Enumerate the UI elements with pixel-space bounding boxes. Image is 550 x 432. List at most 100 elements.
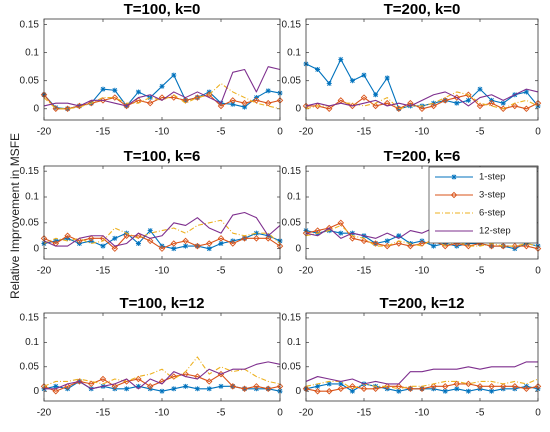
x-tick-label: -15 xyxy=(96,266,111,277)
y-tick-label: 0.15 xyxy=(20,166,40,177)
marker xyxy=(465,380,472,388)
axes-box xyxy=(43,165,281,260)
marker xyxy=(111,94,119,101)
x-tick-label: -15 xyxy=(96,127,111,138)
marker xyxy=(361,72,367,78)
legend-marker xyxy=(451,174,457,180)
y-tick-label: 0 xyxy=(295,103,301,114)
marker xyxy=(99,375,107,383)
marker xyxy=(315,383,321,389)
x-tick-label: -10 xyxy=(415,127,430,138)
marker xyxy=(112,87,118,93)
marker xyxy=(111,245,119,252)
marker xyxy=(205,378,213,385)
marker xyxy=(360,237,368,245)
marker xyxy=(418,240,426,247)
marker xyxy=(396,233,402,239)
series-line xyxy=(44,361,281,390)
marker xyxy=(360,94,368,101)
x-tick-label: -20 xyxy=(299,127,314,138)
marker xyxy=(476,102,484,110)
marker xyxy=(206,246,212,252)
marker xyxy=(52,105,60,113)
marker xyxy=(384,238,390,244)
marker xyxy=(372,385,379,393)
marker xyxy=(441,97,449,104)
x-tick-label: 0 xyxy=(277,408,283,419)
marker xyxy=(407,242,414,250)
marker xyxy=(418,105,426,113)
marker xyxy=(76,378,83,385)
series xyxy=(302,380,542,395)
series xyxy=(43,66,281,107)
marker xyxy=(511,102,519,110)
marker xyxy=(418,385,426,393)
marker xyxy=(194,94,201,101)
marker xyxy=(147,228,153,234)
marker xyxy=(264,99,272,107)
marker xyxy=(100,86,106,92)
x-tick-label: -20 xyxy=(37,266,52,277)
marker xyxy=(194,386,200,392)
marker xyxy=(64,383,71,390)
x-tick-label: -15 xyxy=(357,266,372,277)
marker xyxy=(338,230,344,236)
legend-label: 12-step xyxy=(479,226,511,237)
series xyxy=(305,88,539,107)
marker xyxy=(183,383,189,389)
marker xyxy=(499,383,507,390)
marker xyxy=(170,373,178,380)
marker xyxy=(171,72,177,78)
marker xyxy=(241,235,248,242)
marker xyxy=(265,88,271,94)
marker xyxy=(146,383,154,390)
marker xyxy=(194,242,201,250)
marker xyxy=(230,101,236,107)
marker xyxy=(360,385,368,393)
y-tick-label: 0.1 xyxy=(25,47,39,58)
marker xyxy=(146,99,154,107)
marker xyxy=(511,242,519,250)
x-tick-label: -5 xyxy=(217,266,226,277)
x-tick-label: -20 xyxy=(299,408,314,419)
marker xyxy=(523,105,530,113)
y-tick-label: 0.05 xyxy=(282,361,302,372)
marker xyxy=(325,387,333,395)
marker xyxy=(112,235,118,241)
series xyxy=(305,378,539,390)
marker xyxy=(64,105,71,113)
x-tick-label: -5 xyxy=(476,266,485,277)
marker xyxy=(217,102,225,110)
marker xyxy=(349,388,355,394)
legend-box xyxy=(428,166,538,244)
marker xyxy=(87,235,95,242)
marker xyxy=(372,102,379,110)
marker xyxy=(146,237,154,245)
x-tick-label: -15 xyxy=(357,127,372,138)
marker xyxy=(229,383,237,390)
marker xyxy=(523,89,529,95)
x-tick-label: -5 xyxy=(476,127,485,138)
series-line xyxy=(43,356,281,387)
x-tick-label: -20 xyxy=(37,127,52,138)
marker xyxy=(253,230,259,236)
x-tick-label: -10 xyxy=(155,408,170,419)
marker xyxy=(500,100,506,106)
plot-area xyxy=(44,166,280,259)
x-tick-label: 0 xyxy=(535,266,541,277)
marker xyxy=(349,235,356,242)
x-tick-label: -10 xyxy=(155,127,170,138)
marker xyxy=(465,97,471,103)
axes-box xyxy=(43,18,281,121)
marker xyxy=(171,386,177,392)
marker xyxy=(454,100,460,106)
y-tick-label: 0.15 xyxy=(282,19,302,30)
marker xyxy=(349,78,355,84)
x-tick-label: -20 xyxy=(299,266,314,277)
marker xyxy=(430,383,437,390)
marker xyxy=(384,75,390,81)
series-line xyxy=(305,378,539,390)
marker xyxy=(373,92,379,98)
marker xyxy=(53,105,59,111)
marker xyxy=(338,381,344,387)
